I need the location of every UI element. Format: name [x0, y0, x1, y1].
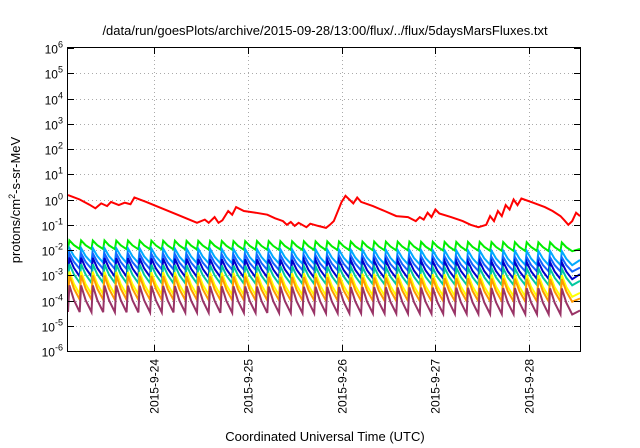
y-tick-label: 103	[45, 116, 63, 133]
x-tick-label: 2015-9-27	[429, 359, 443, 414]
y-tick-base: 10	[45, 144, 59, 158]
y-tick-label: 10-6	[42, 343, 63, 360]
y-tick-base: 10	[45, 119, 59, 133]
y-tick-label: 10-5	[42, 318, 63, 335]
series-line	[67, 194, 581, 229]
y-tick-exp: 1	[58, 166, 63, 176]
x-tick-label: 2015-9-26	[336, 359, 350, 414]
y-tick-exp: -6	[55, 343, 63, 353]
y-tick-exp: -4	[55, 293, 63, 303]
y-tick-label: 105	[45, 65, 63, 82]
y-tick-base: 10	[45, 43, 59, 57]
y-tick-base: 10	[42, 245, 56, 259]
y-tick-exp: 0	[58, 192, 63, 202]
y-tick-label: 10-1	[42, 217, 63, 234]
y-tick-label: 10-3	[42, 267, 63, 284]
series-line	[67, 238, 581, 253]
y-tick-label: 101	[45, 166, 63, 183]
y-axis-label-rest: -s-sr-MeV	[8, 136, 23, 193]
y-tick-base: 10	[42, 346, 56, 360]
y-tick-base: 10	[45, 169, 59, 183]
y-tick-exp: -5	[55, 318, 63, 328]
y-tick-label: 10-4	[42, 293, 63, 310]
chart-title: /data/run/goesPlots/archive/2015-09-28/1…	[102, 23, 548, 38]
series-lines	[67, 194, 581, 319]
y-tick-label: 10-2	[42, 242, 63, 259]
y-tick-exp: 3	[58, 116, 63, 126]
y-tick-base: 10	[42, 321, 56, 335]
y-axis-label-base: protons/cm	[8, 199, 23, 263]
y-tick-exp: 5	[58, 65, 63, 75]
y-tick-exp: 4	[58, 91, 63, 101]
y-tick-exp: 6	[58, 40, 63, 50]
y-tick-exp: -1	[55, 217, 63, 227]
y-tick-exp: 2	[58, 141, 63, 151]
y-tick-label: 104	[45, 91, 63, 108]
y-tick-label: 102	[45, 141, 63, 158]
y-tick-base: 10	[42, 220, 56, 234]
y-axis-label: protons/cm2-s-sr-MeV	[7, 136, 23, 263]
y-tick-exp: -3	[55, 267, 63, 277]
x-tick-label: 2015-9-24	[148, 359, 162, 414]
y-tick-base: 10	[45, 68, 59, 82]
x-tick-label: 2015-9-25	[242, 359, 256, 414]
y-tick-label: 100	[45, 192, 63, 209]
y-axis-ticks: 10-610-510-410-310-210-11001011021031041…	[42, 40, 580, 360]
series-line	[67, 285, 581, 319]
plot-frame	[67, 47, 581, 352]
y-tick-base: 10	[45, 94, 59, 108]
y-tick-exp: -2	[55, 242, 63, 252]
y-tick-base: 10	[45, 195, 59, 209]
y-tick-label: 106	[45, 40, 63, 57]
y-tick-base: 10	[42, 270, 56, 284]
y-tick-base: 10	[42, 296, 56, 310]
y-axis-label-sup: 2	[7, 194, 17, 199]
x-axis-ticks: 2015-9-24 2015-9-25 2015-9-26 2015-9-27 2015…	[148, 48, 537, 414]
x-axis-label: Coordinated Universal Time (UTC)	[225, 429, 424, 444]
x-tick-label: 2015-9-28	[523, 359, 537, 414]
